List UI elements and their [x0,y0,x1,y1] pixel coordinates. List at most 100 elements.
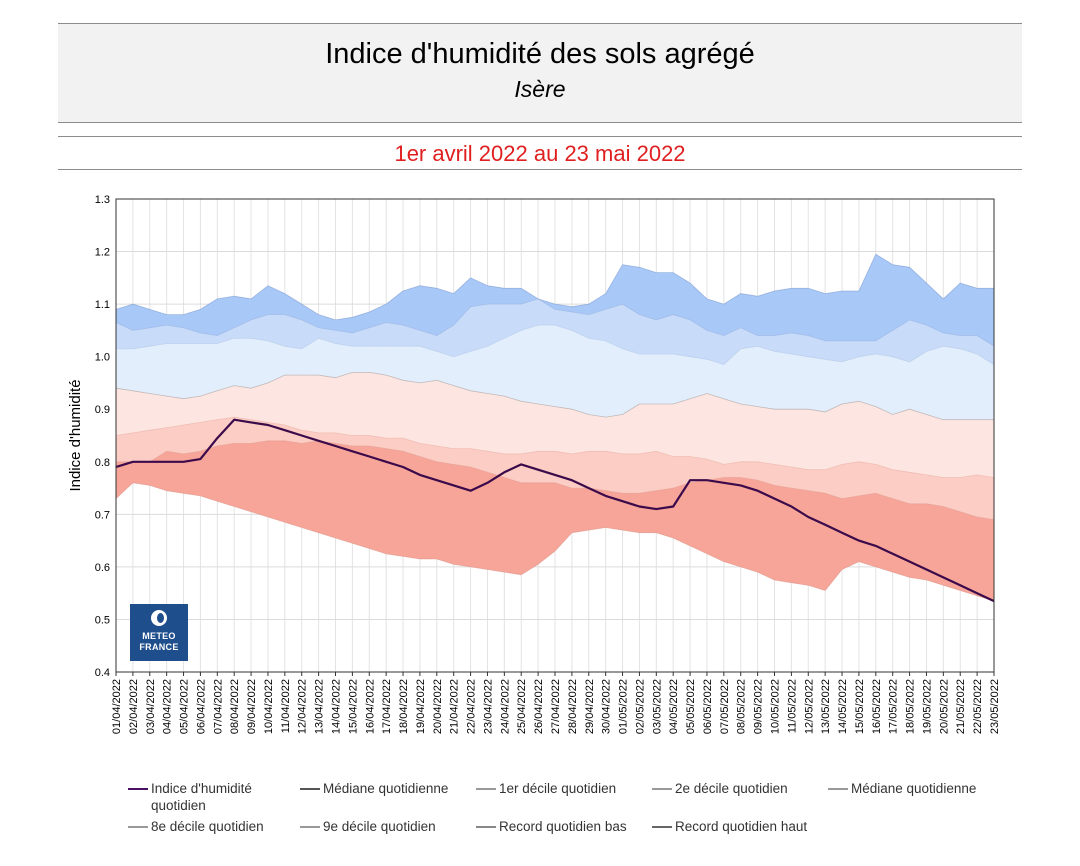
x-tick-label: 22/04/2022 [466,679,478,734]
x-tick-label: 16/05/2022 [871,679,883,734]
x-tick-label: 24/04/2022 [499,679,511,734]
x-tick-label: 16/04/2022 [364,679,376,734]
y-tick-label: 1.3 [95,194,110,206]
decile-9-line [115,298,995,347]
x-tick-label: 18/04/2022 [398,679,410,734]
logo-text-line1: METEO [142,631,176,641]
legend-label: 1er décile quotidien [499,781,617,796]
legend-label: Médiane quotidienne [851,781,977,796]
x-tick-label: 06/04/2022 [195,679,207,734]
band-median-to-8e [116,325,994,420]
decile-8-line [116,324,995,366]
x-tick-label: 14/04/2022 [331,679,343,734]
x-tick-label: 11/05/2022 [786,679,798,733]
y-tick-label: 0.9 [95,404,110,416]
x-tick-label: 12/05/2022 [803,679,815,734]
x-tick-label: 20/05/2022 [938,679,950,734]
x-tick-label: 25/04/2022 [516,679,528,734]
x-tick-label: 10/05/2022 [770,679,782,734]
x-tick-label: 17/05/2022 [888,679,900,734]
legend-label: Indice d'humidité quotidien [151,781,252,813]
band-2e-to-median [116,372,994,478]
legend-label: Record quotidien haut [675,819,808,834]
x-tick-label: 12/04/2022 [297,679,309,734]
period-label: 1er avril 2022 au 23 mai 2022 [394,141,686,166]
x-tick-label: 27/04/2022 [550,679,562,734]
band-1er-to-2e [116,417,994,520]
x-tick-label: 19/05/2022 [922,679,934,734]
y-tick-label: 0.8 [95,457,110,469]
x-tick-label: 09/05/2022 [753,679,765,734]
record-haut-line [115,253,994,321]
legend-label: 9e décile quotidien [323,819,436,834]
x-tick-label: 05/04/2022 [179,679,191,734]
x-tick-label: 02/05/2022 [634,679,646,734]
y-tick-label: 1.1 [95,299,110,311]
legend-swatch [476,826,496,828]
decile-1-line [116,440,995,520]
legend-swatch [300,826,320,828]
meteo-france-logo: METEO FRANCE [130,604,188,661]
legend-swatch [652,826,672,828]
y-tick-label: 0.7 [95,509,110,521]
legend-swatch [128,788,148,790]
x-tick-label: 17/04/2022 [381,679,393,734]
x-tick-label: 22/05/2022 [972,679,984,734]
x-tick-label: 30/04/2022 [601,679,613,734]
median-line [115,371,994,421]
legend-swatch [652,788,672,790]
x-tick-label: 23/05/2022 [989,679,1001,734]
x-tick-label: 07/05/2022 [719,679,731,734]
x-tick-label: 11/04/2022 [280,679,292,733]
y-tick-label: 1.0 [95,352,110,364]
y-tick-label: 1.2 [95,247,110,259]
legend-label: 8e décile quotidien [151,819,264,834]
x-tick-label: 07/04/2022 [212,679,224,734]
x-tick-label: 03/04/2022 [145,679,157,734]
period-panel: 1er avril 2022 au 23 mai 2022 [58,136,1022,170]
legend-swatch [476,788,496,790]
chart-title: Indice d'humidité des sols agrégé [325,38,755,70]
x-tick-label: 09/04/2022 [246,679,258,734]
x-tick-label: 02/04/2022 [128,679,140,734]
y-axis-title: Indice d'humidité [67,379,84,491]
chart-subtitle: Isère [514,76,566,102]
x-tick-label: 01/04/2022 [111,679,123,734]
x-tick-label: 13/04/2022 [314,679,326,734]
legend-swatch [300,788,320,790]
legend-swatch [128,826,148,828]
x-tick-label: 21/04/2022 [449,679,461,734]
x-tick-label: 19/04/2022 [415,679,427,734]
band-9e-to-record-haut [116,254,994,347]
legend-label: Médiane quotidienne [323,781,449,796]
x-tick-label: 08/05/2022 [736,679,748,734]
x-tick-label: 06/05/2022 [702,679,714,734]
x-tick-label: 14/05/2022 [837,679,849,734]
x-tick-label: 28/04/2022 [567,679,579,734]
band-record-bas-to-1er [116,440,994,602]
y-tick-label: 0.5 [95,614,110,626]
x-tick-label: 15/05/2022 [854,679,866,734]
x-tick-label: 18/05/2022 [905,679,917,734]
x-tick-label: 23/04/2022 [483,679,495,734]
band-8e-to-9e [116,298,994,365]
x-tick-label: 01/05/2022 [618,679,630,734]
x-tick-label: 04/04/2022 [162,679,174,734]
x-tick-label: 20/04/2022 [432,679,444,734]
decile-2-line [115,416,995,478]
x-tick-label: 15/04/2022 [347,679,359,734]
x-tick-label: 05/05/2022 [685,679,697,734]
index-line [115,418,995,603]
x-tick-label: 13/05/2022 [820,679,832,734]
legend-label: Record quotidien bas [499,819,627,834]
record-bas-line [115,482,995,602]
legend-label: 2e décile quotidien [675,781,788,796]
x-tick-label: 29/04/2022 [584,679,596,734]
y-tick-label: 0.6 [95,562,110,574]
x-tick-label: 08/04/2022 [229,679,241,734]
x-tick-label: 03/05/2022 [651,679,663,734]
x-tick-label: 04/05/2022 [668,679,680,734]
title-panel: Indice d'humidité des sols agrégé Isère [58,23,1022,123]
x-tick-label: 21/05/2022 [955,679,967,734]
y-tick-label: 0.4 [95,667,110,679]
